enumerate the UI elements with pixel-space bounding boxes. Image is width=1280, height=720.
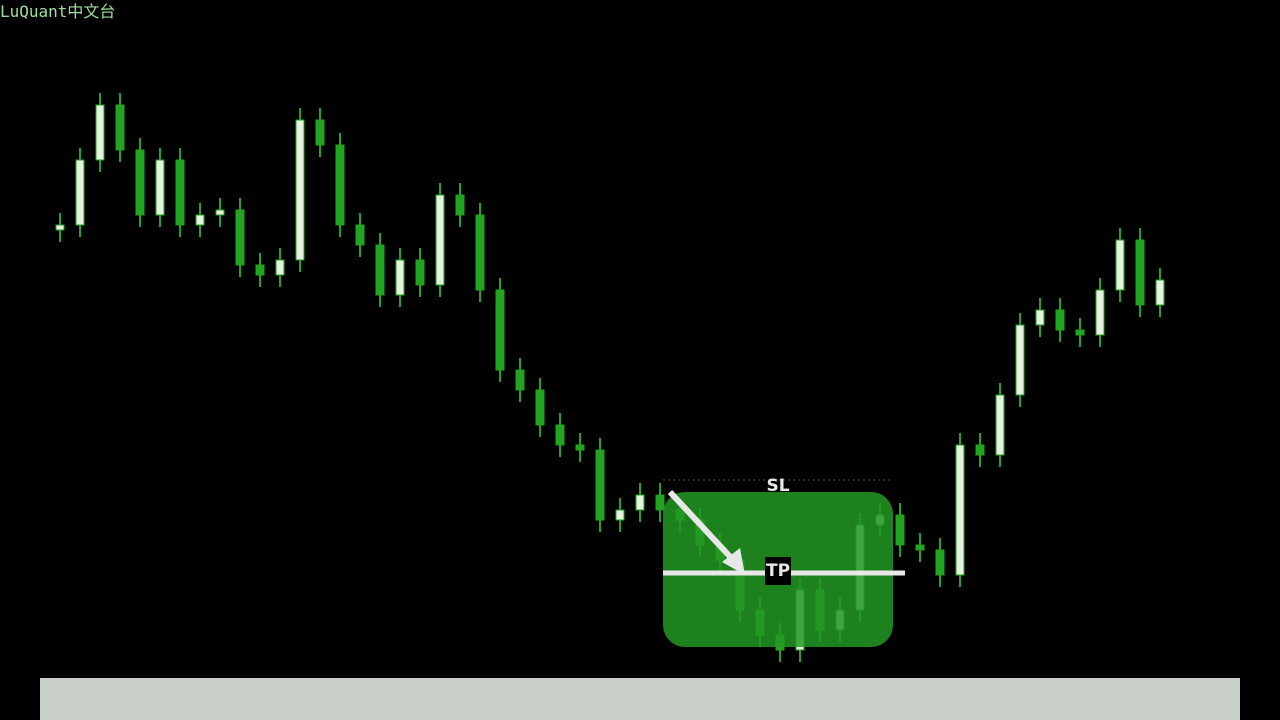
candle-body [75, 159, 85, 226]
candle-body [555, 424, 565, 446]
candle-body [1035, 309, 1045, 326]
candle-body [295, 119, 305, 261]
candle-body [1115, 239, 1125, 291]
candle-body [895, 514, 905, 546]
candle-body [195, 214, 205, 226]
candle-body [275, 259, 285, 276]
candle-body [315, 119, 325, 146]
arrow-head [722, 548, 745, 575]
candle-body [1055, 309, 1065, 331]
candle-body [55, 224, 65, 231]
candle-body [655, 494, 665, 511]
candle-body [1015, 324, 1025, 396]
candle-body [435, 194, 445, 286]
subtitle-bar [40, 678, 1240, 720]
candle-body [595, 449, 605, 521]
candle-body [135, 149, 145, 216]
candle-body [535, 389, 545, 426]
candle-body [175, 159, 185, 226]
candle-body [155, 159, 165, 216]
candle-body [375, 244, 385, 296]
candle-body [995, 394, 1005, 456]
candle-body [335, 144, 345, 226]
candle-body [915, 544, 925, 551]
arrow [667, 489, 738, 565]
candle-body [975, 444, 985, 456]
candle-body [215, 209, 225, 216]
candle-body [1095, 289, 1105, 336]
candle-body [115, 104, 125, 151]
candle-body [615, 509, 625, 521]
candle-body [635, 494, 645, 511]
candle-body [455, 194, 465, 216]
tp-box [765, 557, 791, 585]
watermark: LuQuant中文台 [0, 2, 115, 21]
candle-body [395, 259, 405, 296]
candle-body [95, 104, 105, 161]
candle-body [495, 289, 505, 371]
candle-body [1135, 239, 1145, 306]
candle-body [235, 209, 245, 266]
candle-body [515, 369, 525, 391]
candle-body [955, 444, 965, 576]
candle-body [1155, 279, 1165, 306]
candle-body [255, 264, 265, 276]
candle-body [475, 214, 485, 291]
tp-label: TP [766, 561, 790, 581]
candle-body [415, 259, 425, 286]
sl-label: SL [766, 476, 789, 496]
candle-body [355, 224, 365, 246]
candle-body [1075, 329, 1085, 336]
candle-body [935, 549, 945, 576]
candle-body [575, 444, 585, 451]
